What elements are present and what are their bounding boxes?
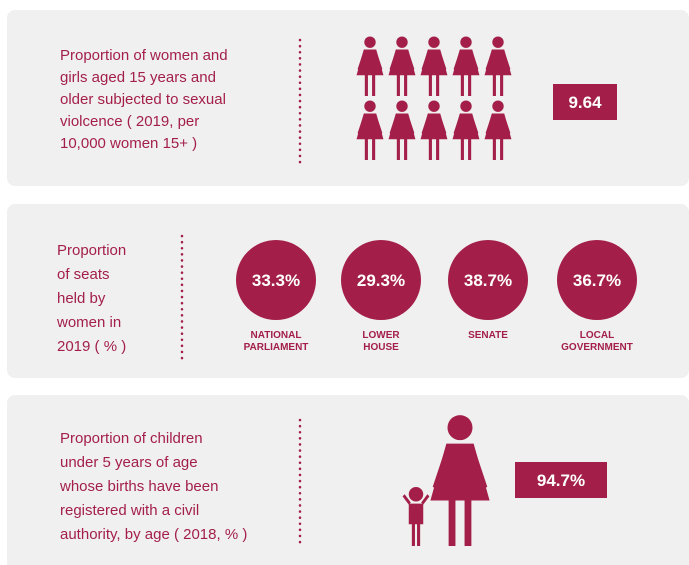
- value: 94.7%: [537, 471, 585, 490]
- item-label: HOUSE: [363, 342, 399, 353]
- value-box: [553, 84, 617, 120]
- value: 36.7%: [573, 271, 621, 290]
- item-label: NATIONAL: [251, 330, 302, 341]
- description-line: whose births have been: [59, 478, 218, 495]
- description-line: 10,000 women 15+ ): [60, 135, 197, 152]
- description-line: authority, by age ( 2018, % ): [60, 526, 247, 543]
- panel: [7, 395, 689, 565]
- value: 38.7%: [464, 271, 512, 290]
- description-line: violcence ( 2019, per: [60, 113, 199, 130]
- item-label: SENATE: [468, 330, 508, 341]
- description-line: older subjected to sexual: [60, 91, 226, 108]
- description-line: 2019 ( % ): [57, 338, 126, 355]
- description-line: held by: [57, 290, 106, 307]
- value-circle: [557, 240, 637, 320]
- description-line: Proportion of women and: [60, 47, 228, 64]
- item-label: LOCAL: [580, 330, 614, 341]
- description-line: Proportion: [57, 242, 126, 259]
- panel: [7, 10, 689, 186]
- value-box: [515, 462, 607, 498]
- description: Proportion of women and girls aged 15 yea…: [60, 47, 228, 152]
- item-label: GOVERNMENT: [561, 342, 633, 353]
- value-circle: [448, 240, 528, 320]
- value-circle: [341, 240, 421, 320]
- description: Proportion of seats held by women in 2019 ( …: [56, 242, 126, 355]
- description-line: women in: [56, 314, 121, 331]
- description-line: registered with a civil: [60, 502, 199, 519]
- item-label: PARLIAMENT: [244, 342, 309, 353]
- description-line: under 5 years of age: [60, 454, 198, 471]
- description-line: Proportion of children: [60, 430, 203, 447]
- value: 33.3%: [252, 271, 300, 290]
- value: 9.64: [568, 93, 602, 112]
- item-label: LOWER: [362, 330, 400, 341]
- description-line: of seats: [57, 266, 110, 283]
- value-circle: [236, 240, 316, 320]
- description: Proportion of children under 5 years of a…: [59, 430, 247, 543]
- value: 29.3%: [357, 271, 405, 290]
- description-line: girls aged 15 years and: [60, 69, 216, 86]
